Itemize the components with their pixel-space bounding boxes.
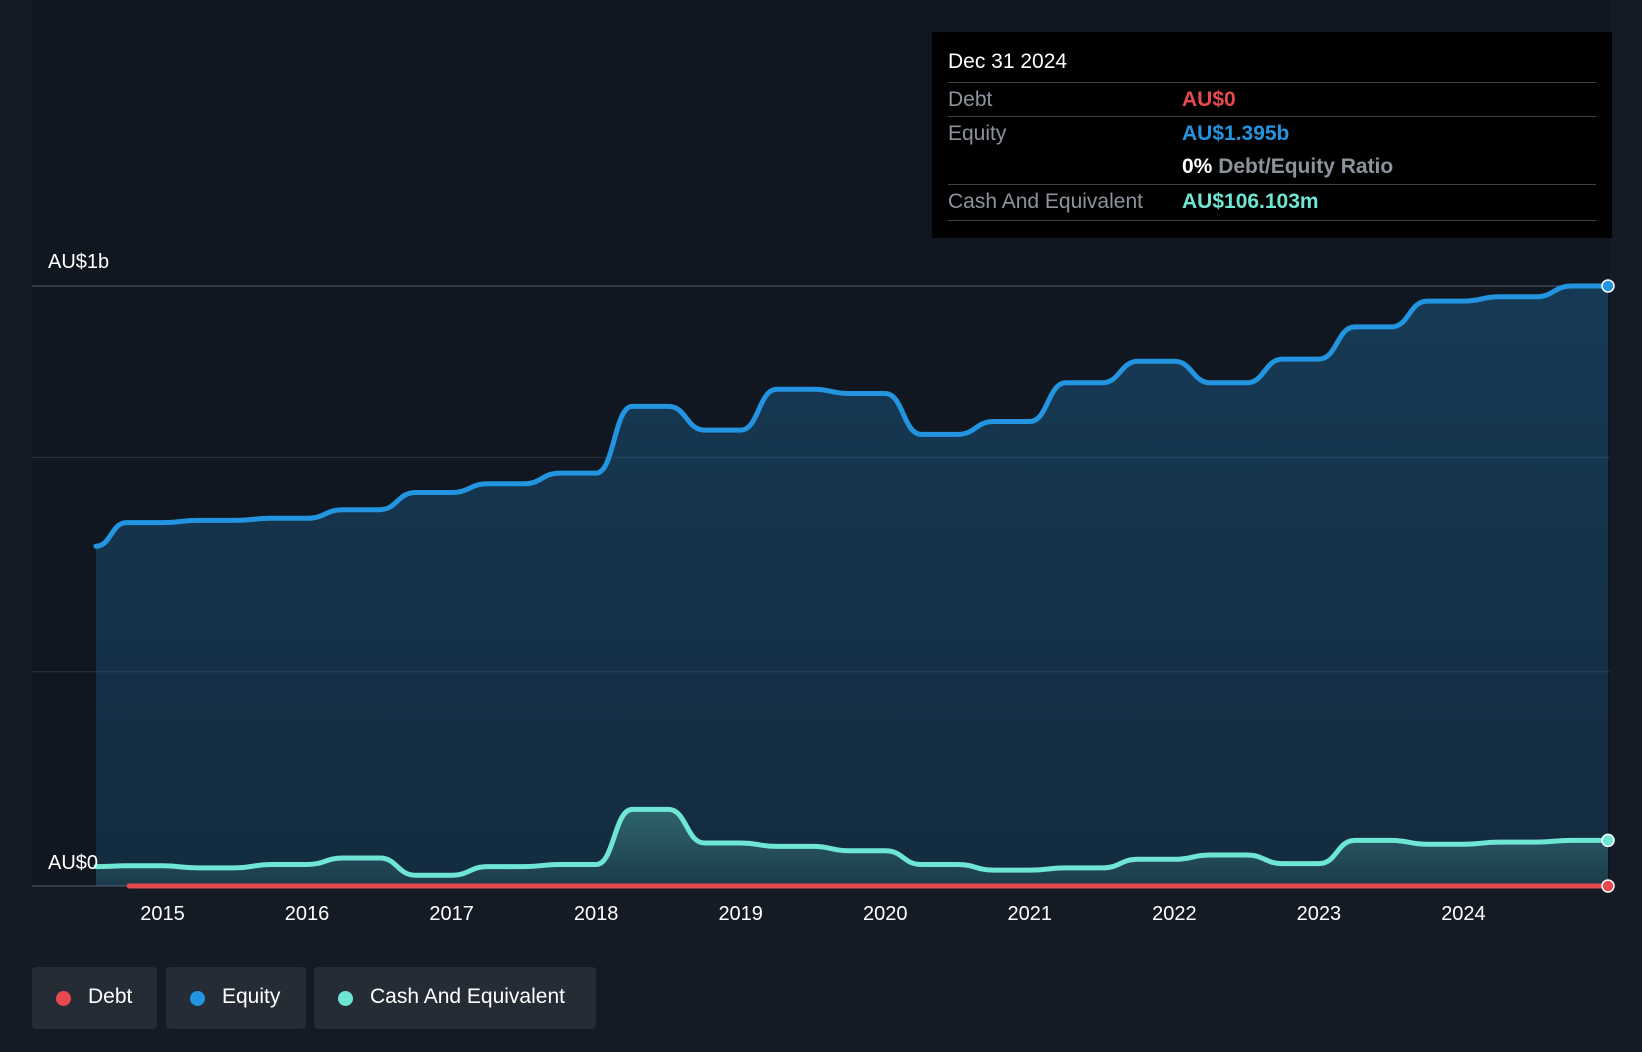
tooltip-equity-value: AU$1.395b: [1182, 122, 1290, 145]
tooltip-cash-value: AU$106.103m: [1182, 190, 1319, 213]
cash-line: [93, 806, 1611, 878]
cash-area: [96, 809, 1608, 886]
equity-end-marker: [1601, 279, 1615, 293]
tooltip-row-cash: Cash And Equivalent AU$106.103m: [948, 184, 1596, 219]
tooltip-debt-label: Debt: [948, 88, 993, 111]
tooltip-ratio-label: Debt/Equity Ratio: [1218, 155, 1394, 178]
x-tick-label-2021: 2021: [1008, 903, 1053, 925]
tooltip-panel: Dec 31 2024 Debt AU$0 Equity AU$1.395b 0…: [932, 32, 1612, 238]
tooltip-row-ratio: 0% Debt/Equity Ratio: [948, 150, 1596, 184]
x-tick-label-2015: 2015: [140, 903, 185, 925]
tooltip-divider: [948, 220, 1596, 221]
tooltip-date: Dec 31 2024: [948, 50, 1068, 73]
x-tick-label-2020: 2020: [863, 903, 908, 925]
cash-dot-icon: [338, 991, 353, 1006]
legend-item-cash[interactable]: Cash And Equivalent: [314, 967, 596, 1029]
series-end-markers: [1601, 279, 1615, 893]
legend-label-equity: Equity: [222, 985, 281, 1008]
equity-line: [93, 283, 1611, 549]
x-tick-label-2024: 2024: [1441, 903, 1486, 925]
x-tick-label-2019: 2019: [718, 903, 763, 925]
legend-item-equity[interactable]: Equity: [166, 967, 306, 1029]
debt-end-marker: [1601, 879, 1615, 893]
tooltip-debt-value: AU$0: [1182, 88, 1236, 111]
tooltip-cash-label: Cash And Equivalent: [948, 190, 1143, 213]
tooltip-ratio-percent: 0%: [1182, 155, 1213, 178]
x-axis-ticks: 2015 2016 2017 2018 2019 2020 2021 2022 2023 2024: [140, 903, 1485, 925]
y-tick-label-top: AU$1b: [48, 251, 110, 273]
x-tick-label-2022: 2022: [1152, 903, 1197, 925]
tooltip-row-equity: Equity AU$1.395b: [948, 116, 1596, 151]
series-lines: [93, 283, 1611, 889]
y-tick-label-bottom: AU$0: [48, 852, 99, 874]
legend-item-debt[interactable]: Debt: [32, 967, 157, 1029]
x-tick-label-2023: 2023: [1297, 903, 1342, 925]
x-tick-label-2017: 2017: [429, 903, 474, 925]
legend-label-cash: Cash And Equivalent: [370, 985, 565, 1008]
series-areas: [96, 286, 1608, 886]
tooltip-ratio-value: 0% Debt/Equity Ratio: [1182, 155, 1393, 179]
tooltip-equity-label: Equity: [948, 122, 1007, 145]
equity-dot-icon: [190, 991, 205, 1006]
x-tick-label-2016: 2016: [285, 903, 330, 925]
cash-end-marker: [1601, 833, 1615, 848]
legend-label-debt: Debt: [88, 985, 133, 1008]
equity-area: [96, 286, 1608, 886]
debt-dot-icon: [56, 991, 71, 1006]
x-tick-label-2018: 2018: [574, 903, 619, 925]
tooltip-row-debt: Debt AU$0: [948, 82, 1596, 117]
